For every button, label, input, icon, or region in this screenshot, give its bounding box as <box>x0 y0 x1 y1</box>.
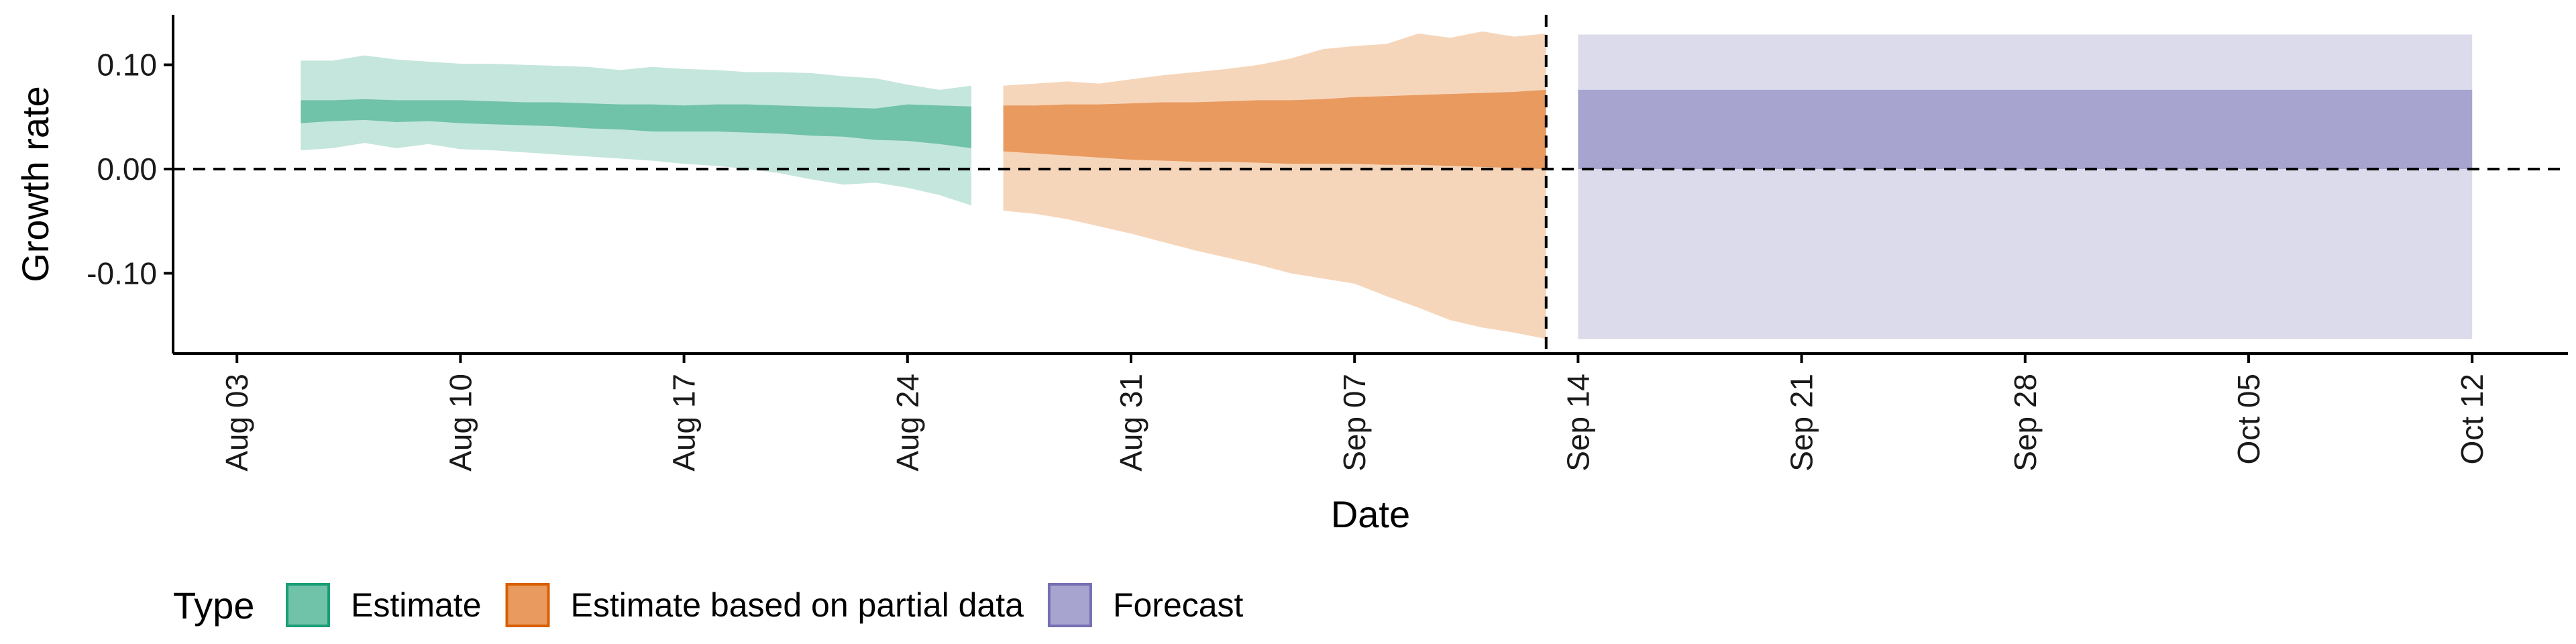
legend-key-estimate <box>286 583 330 627</box>
x-tick-label: Oct 05 <box>2231 374 2266 465</box>
x-tick-label: Aug 17 <box>667 374 702 472</box>
x-tick-label: Sep 28 <box>2008 374 2043 472</box>
x-tick-label: Sep 21 <box>1784 374 1819 472</box>
legend-title: Type <box>173 584 254 627</box>
estimate-based-on-partial-data-band-90 <box>1003 31 1546 339</box>
y-axis-title: Growth rate <box>14 86 56 282</box>
forecast-band-90 <box>1578 34 2473 339</box>
estimate-based-on-partial-data-band-50 <box>1003 89 1546 169</box>
x-tick-label: Sep 14 <box>1560 374 1595 472</box>
x-tick-label: Oct 12 <box>2455 374 2489 465</box>
forecast-band-50 <box>1578 89 2473 169</box>
x-axis-title: Date <box>1331 493 1410 535</box>
x-tick-label: Aug 10 <box>443 374 478 472</box>
x-tick-label: Sep 07 <box>1337 374 1372 472</box>
y-tick-label: 0.10 <box>97 48 157 83</box>
legend-key-estimate-based-on-partial-data <box>505 583 550 627</box>
x-tick-label: Aug 31 <box>1114 374 1148 472</box>
estimate-band-50 <box>301 99 971 148</box>
plot-area <box>301 31 2473 339</box>
x-tick-label: Aug 24 <box>890 374 925 472</box>
reference-lines <box>173 15 2568 354</box>
x-tick-label: Aug 03 <box>219 374 254 472</box>
legend-key-forecast <box>1047 583 1092 627</box>
legend-label-forecast: Forecast <box>1113 586 1244 624</box>
legend-label-estimate-based-on-partial-data: Estimate based on partial data <box>571 586 1024 624</box>
axes: 0.10 0.00 -0.10 Aug 03 Aug 10 Aug 17 Aug 24 Aug… <box>87 15 2568 472</box>
y-tick-label: -0.10 <box>87 256 157 290</box>
legend-label-estimate: Estimate <box>351 586 482 624</box>
legend: Type Estimate Estimate based on partial d… <box>173 583 1244 627</box>
y-tick-label: 0.00 <box>97 152 157 186</box>
